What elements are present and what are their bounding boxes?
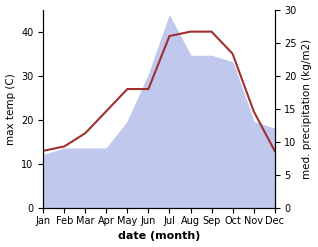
Y-axis label: max temp (C): max temp (C) [5, 73, 16, 145]
X-axis label: date (month): date (month) [118, 231, 200, 242]
Y-axis label: med. precipitation (kg/m2): med. precipitation (kg/m2) [302, 39, 313, 179]
